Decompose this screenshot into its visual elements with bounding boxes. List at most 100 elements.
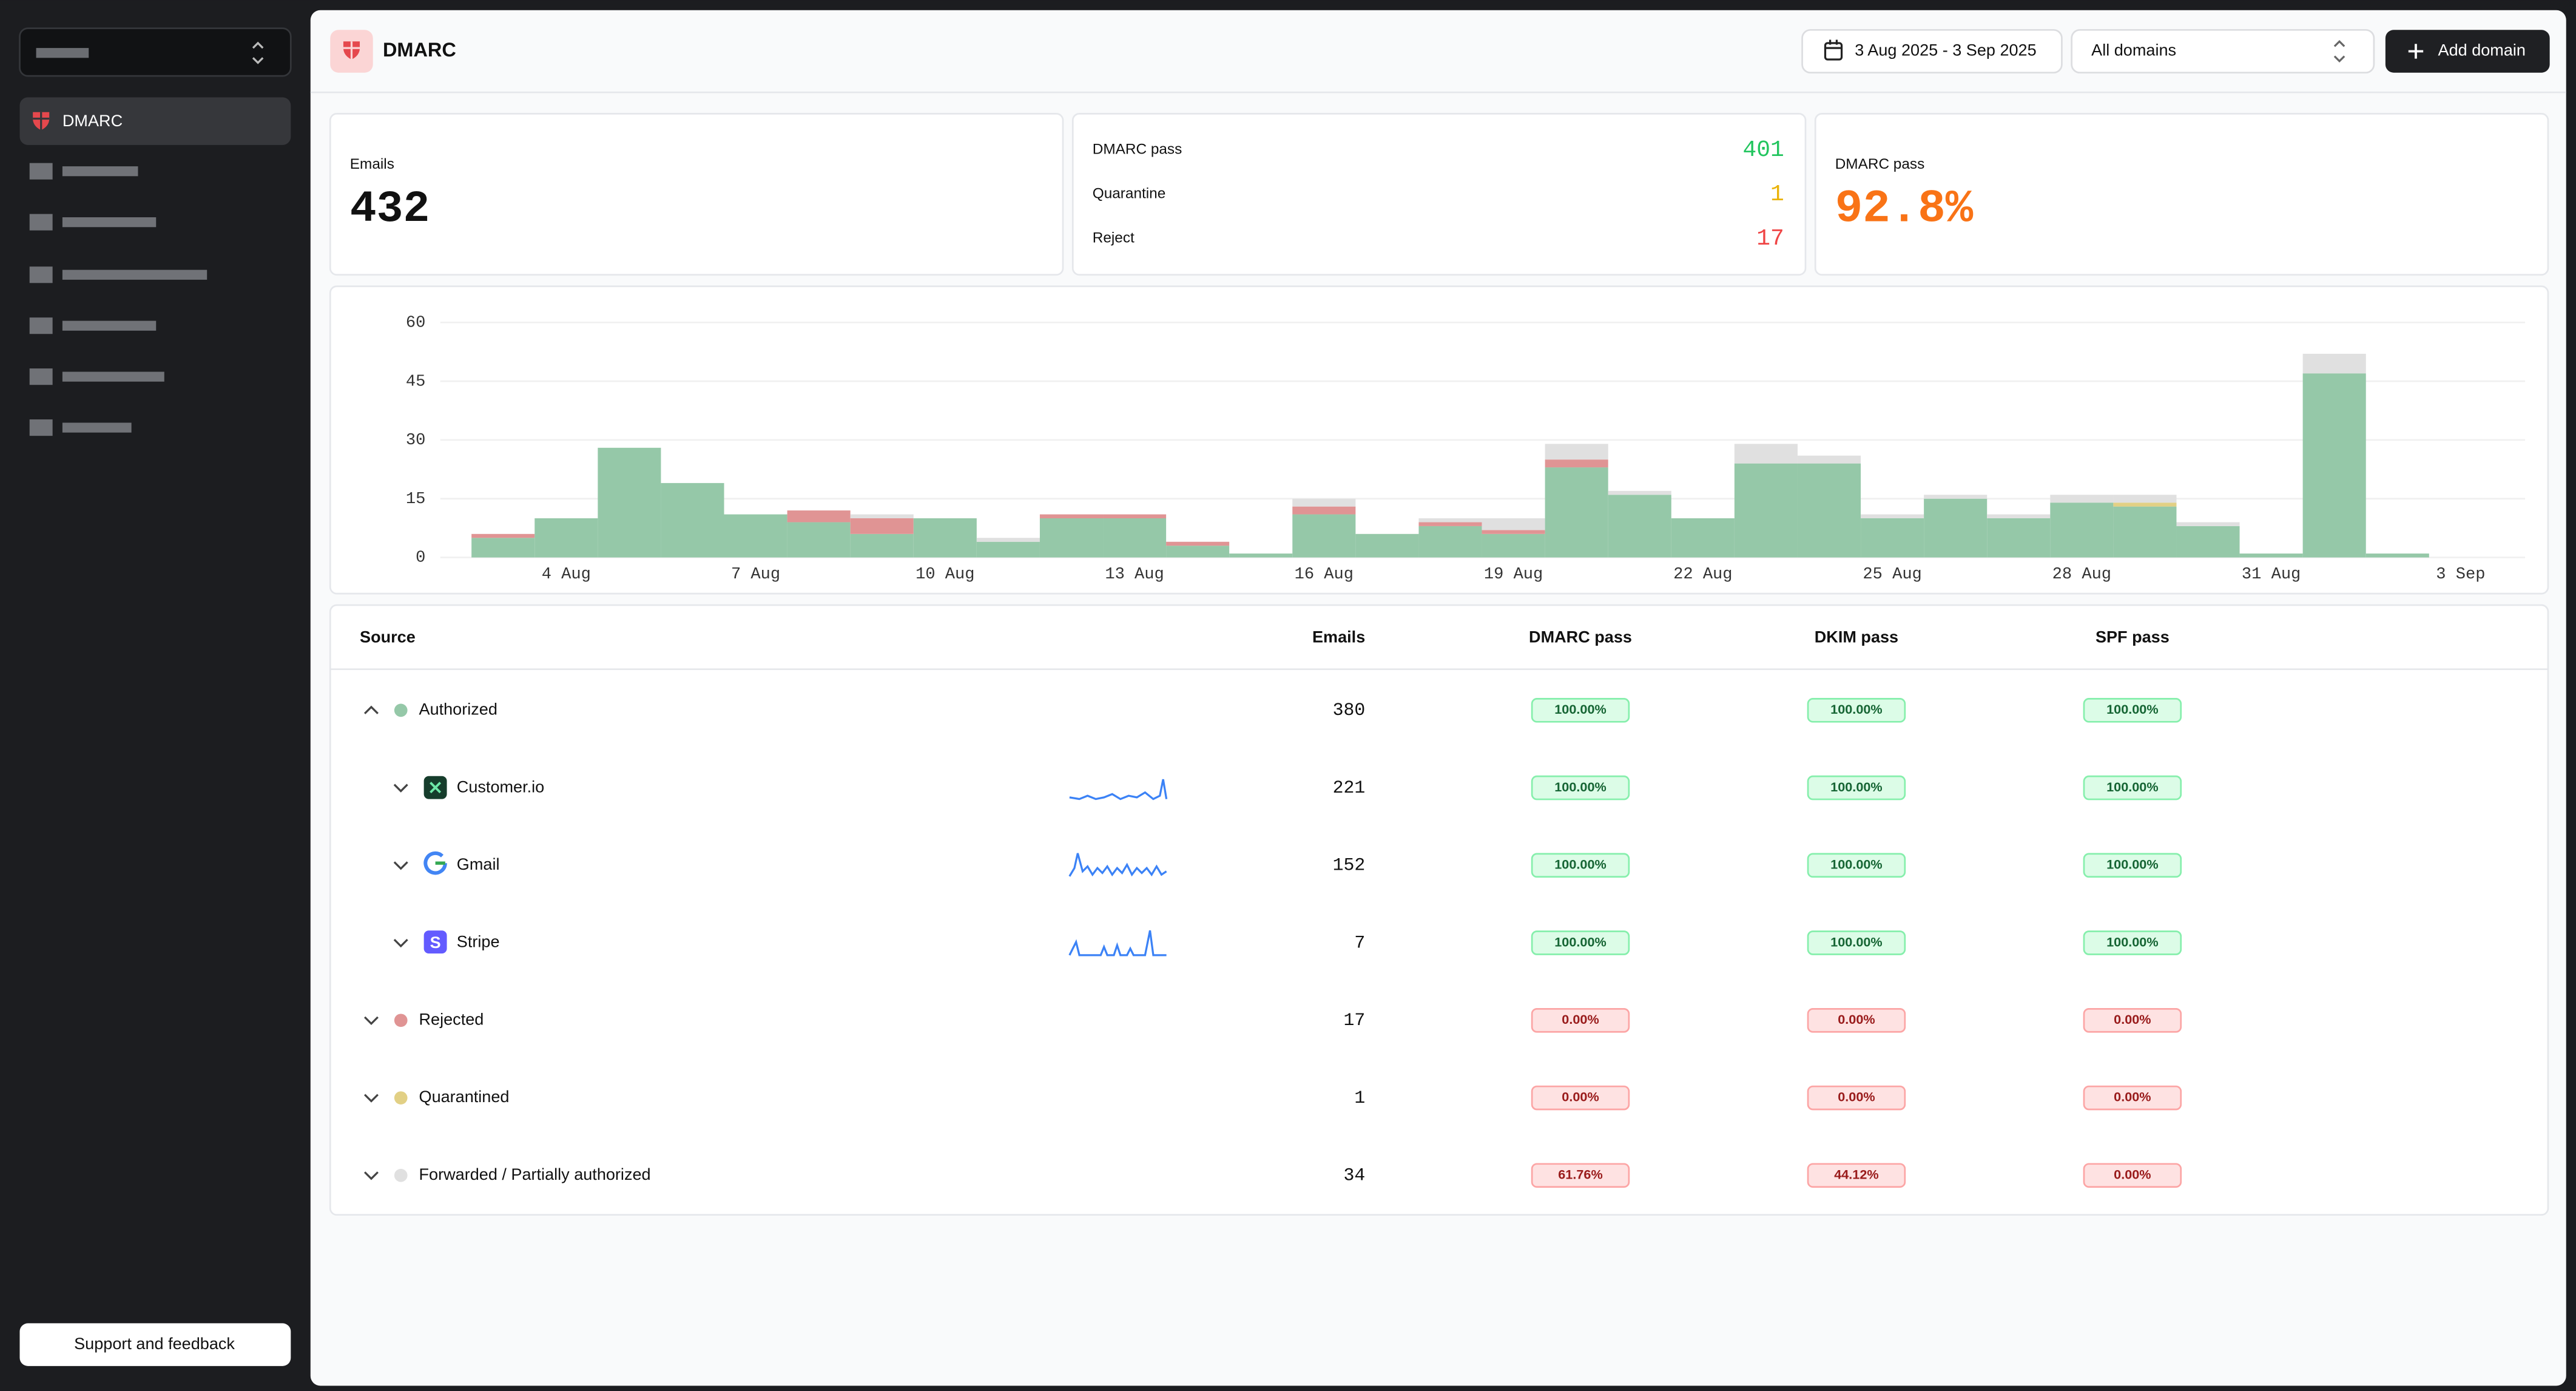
- percent-label: 0.00%: [1838, 1012, 1875, 1027]
- bar-segment: [1418, 518, 1482, 523]
- source-name: Forwarded / Partially authorized: [419, 1165, 651, 1183]
- percent-label: 0.00%: [1838, 1089, 1875, 1105]
- nav-item-active[interactable]: [19, 97, 291, 145]
- bar-segment: [471, 538, 535, 558]
- chevron-icon: [252, 41, 264, 64]
- stat-label: DMARC pass: [1093, 141, 1182, 157]
- percent-badge: [1807, 930, 1906, 955]
- bar-segment: [1924, 495, 1988, 499]
- bar-segment: [1734, 444, 1798, 464]
- status-dot: [394, 703, 408, 717]
- workspace-select[interactable]: [19, 27, 292, 77]
- percent-label: 100.00%: [1554, 857, 1607, 872]
- stat-value: 92.8%: [1835, 183, 1974, 235]
- email-count: 380: [1333, 700, 1366, 720]
- bar-segment: [1355, 533, 1419, 558]
- email-count: 7: [1354, 932, 1365, 953]
- percent-badge: [1807, 1085, 1906, 1111]
- stat-card: [1071, 113, 1807, 276]
- blurred-nav: [29, 163, 207, 436]
- bar-segment: [1987, 514, 2051, 518]
- bar-segment: [1545, 459, 1608, 468]
- percent-label: 0.00%: [2114, 1012, 2151, 1027]
- bar-segment: [1545, 467, 1608, 558]
- stat-card: [329, 113, 1064, 276]
- bar-segment: [1418, 526, 1482, 558]
- expand-chevron[interactable]: [364, 1171, 379, 1180]
- percent-label: 100.00%: [1830, 702, 1883, 717]
- percent-label: 100.00%: [1554, 702, 1607, 717]
- bar-segment: [2113, 506, 2177, 558]
- expand-chevron[interactable]: [393, 783, 408, 793]
- domain-select-label: All domains: [2091, 41, 2176, 59]
- bar-segment: [2113, 503, 2177, 507]
- sparklines: [1068, 779, 1168, 956]
- bar-segment: [1545, 444, 1608, 460]
- date-range-button[interactable]: [1801, 29, 2063, 74]
- chevron-icon: [2333, 39, 2345, 63]
- status-dot: [394, 1014, 408, 1027]
- bar-segment: [1482, 518, 1545, 530]
- percent-badge: [2083, 698, 2182, 723]
- column-header: DKIM pass: [1815, 627, 1898, 646]
- bar-segment: [1039, 518, 1104, 558]
- bar-segment: [1987, 518, 2051, 558]
- bar-segment: [2113, 495, 2177, 503]
- expand-chevron[interactable]: [393, 861, 408, 870]
- percent-badge: [2083, 853, 2182, 878]
- bar-segment: [1292, 506, 1356, 515]
- bar-segment: [2050, 495, 2114, 503]
- blurred-text: [62, 422, 132, 433]
- percent-label: 100.00%: [2106, 779, 2159, 794]
- bar-segment: [2365, 553, 2429, 558]
- x-tick-label: 22 Aug: [1673, 565, 1732, 584]
- expand-chevron[interactable]: [364, 1016, 379, 1026]
- percent-badge: [2083, 775, 2182, 800]
- bar-segment: [787, 522, 851, 558]
- x-tick-label: 10 Aug: [915, 565, 974, 584]
- percent-label: 0.00%: [1562, 1012, 1599, 1027]
- bar-segment: [1482, 530, 1545, 534]
- x-tick-label: 16 Aug: [1295, 565, 1354, 584]
- blurred-text: [62, 166, 138, 177]
- percent-label: 100.00%: [2106, 702, 2159, 717]
- bar-segment: [2302, 353, 2366, 374]
- stat-card: [1814, 113, 2549, 276]
- bar-segment: [1292, 514, 1356, 558]
- bar-segment: [913, 518, 977, 558]
- bar-segment: [850, 518, 914, 534]
- bar-segment: [471, 533, 535, 538]
- blurred-icon: [29, 266, 53, 283]
- email-count: 1: [1354, 1088, 1365, 1108]
- add-domain-label: Add domain: [2438, 41, 2526, 59]
- percent-label: 100.00%: [1554, 779, 1607, 794]
- bar-segment: [850, 514, 914, 518]
- bar-segment: [1039, 514, 1104, 518]
- percent-badge: [2083, 1085, 2182, 1111]
- support-button[interactable]: [19, 1323, 291, 1366]
- percent-badge: [1531, 853, 1630, 878]
- expand-chevron[interactable]: [364, 1094, 379, 1103]
- percent-label: 0.00%: [2114, 1166, 2151, 1182]
- stat-value: 401: [1743, 137, 1784, 163]
- domain-select[interactable]: [2071, 29, 2375, 74]
- bar-segment: [1166, 546, 1230, 558]
- percent-label: 44.12%: [1834, 1166, 1878, 1182]
- percent-label: 100.00%: [1830, 934, 1883, 949]
- source-name: Rejected: [419, 1009, 484, 1028]
- expand-chevron[interactable]: [393, 939, 408, 948]
- percent-badge: [1531, 1007, 1630, 1033]
- percent-badge: [1531, 698, 1630, 723]
- stripe-icon-letter: S: [430, 933, 441, 952]
- stripe-icon: [423, 930, 447, 954]
- percent-label: 100.00%: [1830, 779, 1883, 794]
- table-card: [329, 604, 2549, 1216]
- add-domain-button[interactable]: [2385, 30, 2550, 73]
- y-tick-label: 45: [406, 372, 425, 391]
- expand-chevron[interactable]: [364, 705, 379, 714]
- blurred-icon: [29, 214, 53, 231]
- percent-badge: [1807, 1163, 1906, 1188]
- percent-label: 61.76%: [1558, 1166, 1602, 1182]
- percent-label: 100.00%: [2106, 934, 2159, 949]
- y-tick-label: 0: [416, 549, 425, 567]
